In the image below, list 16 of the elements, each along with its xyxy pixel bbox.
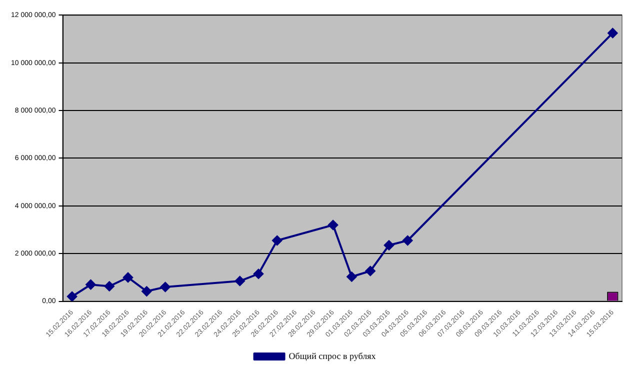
point: [365, 266, 376, 276]
point: [123, 272, 134, 282]
point: [254, 268, 264, 279]
point: [142, 286, 152, 296]
point: [234, 276, 245, 286]
point: [402, 235, 413, 246]
legend-label: Общий спрос в рублях: [288, 350, 376, 361]
point: [67, 292, 78, 302]
point: [384, 240, 394, 250]
point: [608, 28, 618, 38]
point: [346, 272, 357, 282]
point: [104, 281, 114, 292]
point: [328, 220, 338, 230]
point: [272, 235, 282, 246]
point: [160, 282, 170, 292]
point: [86, 280, 96, 290]
